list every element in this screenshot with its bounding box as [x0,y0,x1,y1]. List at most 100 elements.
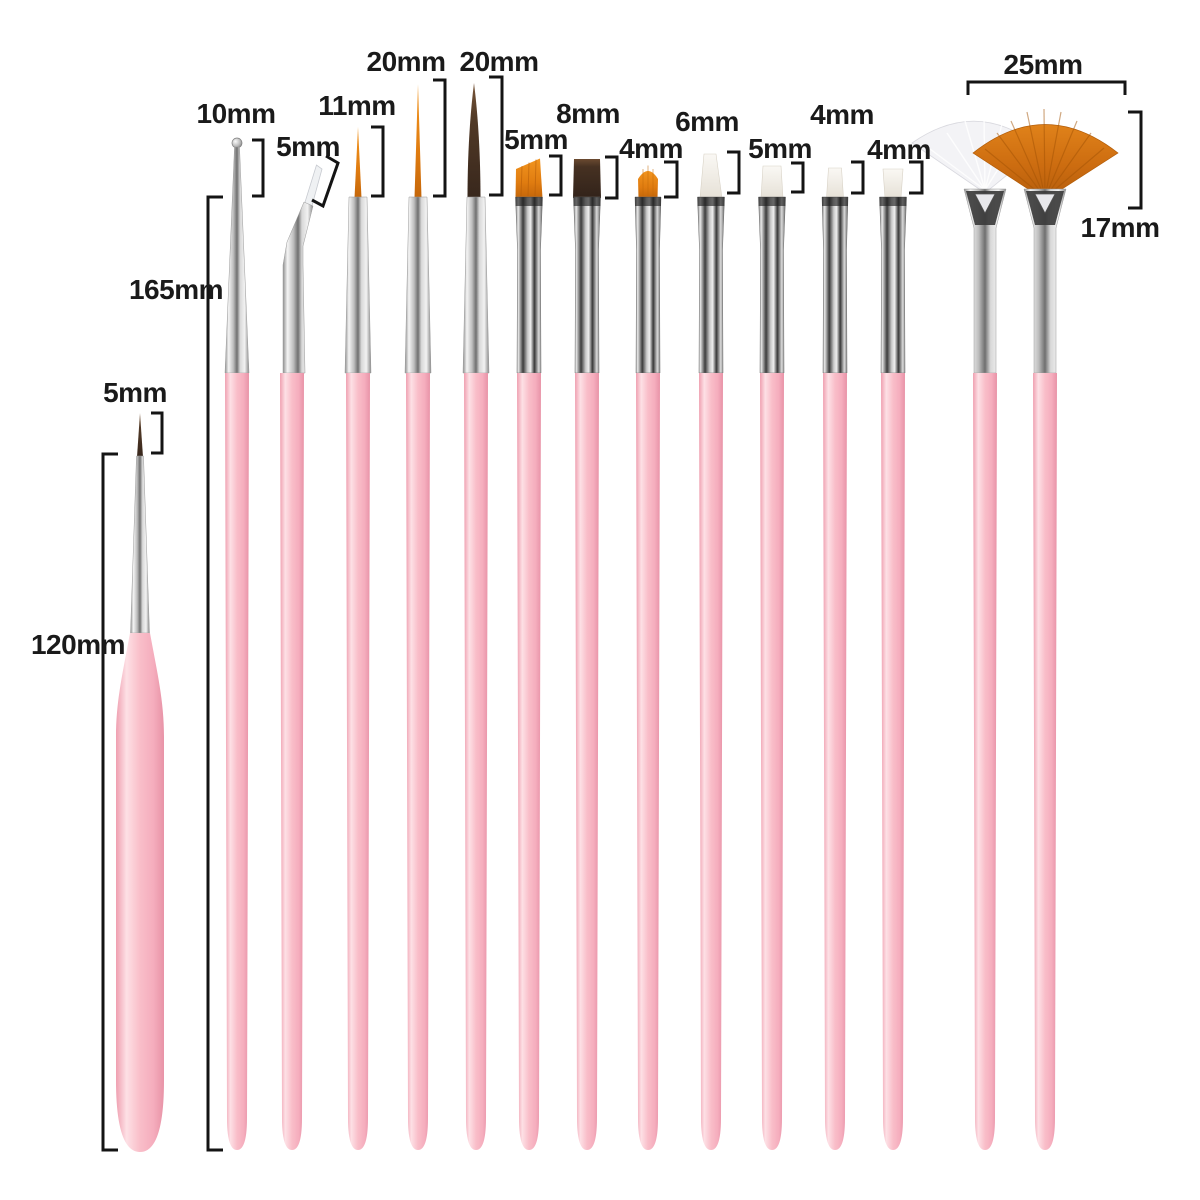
flat-4b-ferrule-band [879,197,907,206]
label-5mm-detail: 5mm [103,377,167,408]
liner-bristle [354,127,362,198]
long-liner-brush-a [404,84,432,1150]
dotting-tool-shaft [224,146,250,374]
flat-4a-ferrule-band [822,197,848,206]
angled-flat-bristle-texture [520,159,537,197]
label-20mm-a: 20mm [367,46,446,77]
white-fan-brush [911,114,1041,1150]
flat-4a-ferrule [821,196,849,374]
pointed-6-bristle [699,153,723,199]
label-4mm-round: 4mm [619,133,683,164]
bracket-17mm [1128,110,1143,210]
bent-liner-handle [280,373,304,1150]
angled-flat-handle [517,373,541,1150]
bracket-165mm [206,195,223,1152]
pointed-6-ferrule [697,196,725,374]
flat-8-handle [575,373,599,1150]
flat-4b-bristle [882,168,904,199]
pointed-6-ferrule-band [697,197,725,206]
flat-4a-bristle [826,167,844,199]
bracket-25mm [966,80,1127,95]
orange-fan-bristle-texture [984,108,1105,199]
flat-5-bristle [760,165,784,199]
flat-8-ferrule-band [573,197,601,206]
flat-5-ferrule-band [758,197,786,206]
orange-fan-handle [1033,373,1057,1150]
flat-4a-handle [823,373,847,1150]
label-6mm: 6mm [675,106,739,137]
round-4-ferrule [634,196,662,374]
flat-5-handle [760,373,784,1150]
dotting-tool [224,137,250,1150]
long-liner-b-bristle [467,83,481,198]
label-4mm-b: 4mm [867,134,931,165]
orange-fan-brush [972,108,1119,1150]
bracket-120mm [101,452,118,1152]
label-165mm: 165mm [129,274,223,305]
dotting-tool-handle [225,373,249,1150]
bracket-4mm-a [851,160,865,195]
long-liner-a-handle [406,373,430,1150]
long-liner-a-bristle [414,84,422,198]
flat-4b-ferrule [879,196,907,374]
detail-liner-ferrule [130,455,150,634]
bracket-4mm-b [909,160,924,195]
angled-flat-ferrule-band [515,197,543,206]
orange-fan-ferrule-crimp-triangle [1034,193,1056,214]
bracket-10mm [252,138,265,198]
detail-liner-handle [116,633,164,1152]
bracket-11mm [371,125,385,198]
white-fan-handle [973,373,997,1150]
bracket-4mm-round [664,160,679,199]
liner-brush [344,127,372,1150]
label-17mm: 17mm [1081,212,1160,243]
bent-liner-brush [280,164,323,1150]
round-4-ferrule-band [635,197,661,206]
label-5mm-flat: 5mm [748,133,812,164]
white-fan-ferrule-crimp-triangle [974,193,996,214]
flat-5-ferrule [758,196,786,374]
bracket-5mm-flat [791,161,805,194]
long-liner-b-handle [464,373,488,1150]
label-10mm: 10mm [197,98,276,129]
label-4mm-a: 4mm [810,99,874,130]
bent-liner-ferrule [282,201,314,374]
flat-8-ferrule [573,196,601,374]
pointed-flat-brush [697,153,725,1150]
pointed-6-handle [699,373,723,1150]
flat-8-bristle [573,159,601,198]
round-4-bristle-texture [642,165,654,196]
bracket-5mm-detail [151,411,164,455]
flat-4b-handle [881,373,905,1150]
label-11mm: 11mm [318,90,395,121]
long-liner-b-ferrule [462,196,490,374]
angled-flat-ferrule [515,196,543,374]
bracket-20mm-a [433,78,447,198]
label-5mm-angled: 5mm [504,124,568,155]
bracket-5mm-angled [549,154,563,197]
long-liner-brush-b [462,83,490,1150]
flat-brush-8mm [573,159,601,1150]
angled-flat-brush [515,158,543,1150]
bracket-5mm-bent [311,154,340,209]
round-4-handle [636,373,660,1150]
dotting-tool-ball-tip [231,137,243,149]
label-8mm: 8mm [556,98,620,129]
detail-liner-brush [116,413,164,1152]
flat-brush-4mm-b [879,168,907,1150]
label-120mm: 120mm [31,629,125,660]
bracket-6mm [727,150,741,195]
label-5mm-bent: 5mm [276,131,340,162]
orange-fan-bristle [972,124,1119,201]
liner-ferrule [344,196,372,374]
flat-brush-5mm [758,165,786,1150]
small-round-brush [634,165,662,1150]
bracket-8mm [605,155,619,200]
flat-brush-4mm-a [821,167,849,1150]
long-liner-a-ferrule [404,196,432,374]
liner-handle [346,373,370,1150]
bracket-20mm-b [489,75,504,197]
detail-liner-bristle [137,413,143,457]
